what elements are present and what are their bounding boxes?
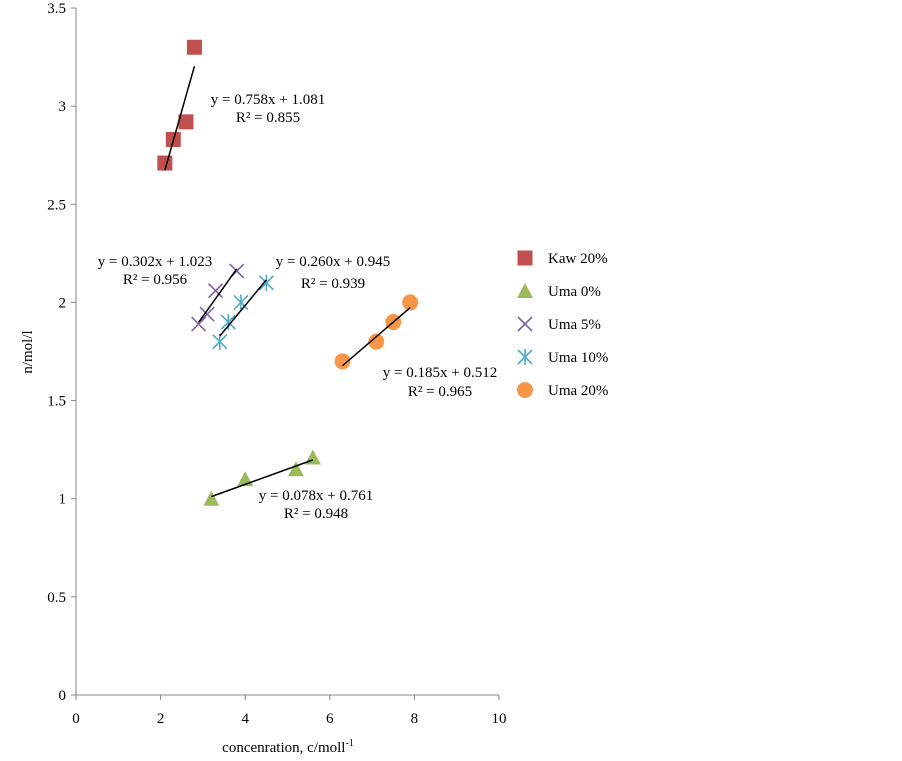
trendline-r2: R² = 0.956 — [123, 272, 188, 288]
legend-entry: Uma 5% — [517, 316, 601, 333]
marker-stroke — [208, 283, 224, 299]
legend-entry: Uma 10% — [517, 349, 608, 366]
data-point — [178, 114, 194, 130]
trendline — [342, 307, 411, 367]
y-tick-label: 3.5 — [47, 1, 66, 17]
legend-entry: Uma 20% — [517, 382, 608, 399]
trendline — [164, 66, 196, 171]
data-point — [287, 461, 304, 477]
x-tick-label: 6 — [326, 711, 334, 727]
trendline-r2: R² = 0.965 — [408, 384, 472, 400]
series-uma-5-: y = 0.302x + 1.023 R² = 0.956 — [98, 254, 245, 332]
data-point — [191, 316, 207, 332]
trendline-equation: y = 0.185x + 0.512 — [383, 365, 497, 381]
trendline-r2: R² = 0.939 — [301, 276, 365, 292]
legend-marker — [517, 349, 533, 365]
x-tick-label: 0 — [72, 711, 80, 727]
data-point — [220, 314, 236, 331]
x-axis-label-superscript: -1 — [345, 738, 353, 749]
series-uma-20-: y = 0.185x + 0.512 R² = 0.965 — [334, 294, 497, 400]
marker-stroke — [199, 306, 215, 322]
trendline-r2: R² = 0.948 — [284, 506, 348, 522]
data-point — [402, 294, 419, 311]
trendline-equation: y = 0.758x + 1.081 — [211, 92, 325, 108]
x-axis-label: concenration, c/moll-1 — [222, 738, 354, 756]
trendline — [219, 279, 267, 337]
data-point — [334, 353, 351, 370]
data-point — [233, 294, 249, 311]
marker-stroke — [191, 316, 207, 332]
legend-marker — [517, 316, 533, 332]
legend-label: Kaw 20% — [548, 251, 608, 267]
data-point — [212, 333, 228, 350]
legend-entry: Uma 0% — [517, 283, 601, 300]
legend-label: Uma 5% — [548, 317, 601, 333]
legend-marker — [517, 250, 533, 266]
trendline — [198, 268, 238, 323]
series-kaw-20-: y = 0.758x + 1.081 R² = 0.855 — [157, 39, 325, 171]
data-point — [203, 490, 220, 506]
y-tick-label: 0.5 — [47, 590, 66, 606]
data-point — [186, 39, 202, 55]
x-tick-label: 2 — [157, 711, 165, 727]
trendline-r2: R² = 0.855 — [236, 110, 300, 126]
marker-stroke — [517, 316, 533, 332]
x-tick-label: 10 — [492, 711, 507, 727]
y-tick-label: 1.5 — [47, 394, 66, 410]
series-uma-10-: y = 0.260x + 0.945 R² = 0.939 — [212, 254, 390, 350]
y-tick-label: 0 — [59, 688, 67, 704]
trendline-equation: y = 0.302x + 1.023 — [98, 254, 212, 270]
legend-entry: Kaw 20% — [517, 250, 608, 267]
trendline-equation: y = 0.260x + 0.945 — [276, 254, 390, 270]
data-point — [368, 333, 385, 350]
legend-marker — [517, 283, 533, 298]
legend-label: Uma 20% — [548, 383, 608, 399]
y-tick-label: 2.5 — [47, 197, 66, 213]
trendline — [211, 459, 314, 498]
data-point — [199, 306, 215, 322]
legend-marker — [517, 382, 533, 398]
series-uma-0-: y = 0.078x + 0.761 R² = 0.948 — [203, 449, 373, 522]
legend-label: Uma 10% — [548, 350, 608, 366]
x-tick-label: 4 — [241, 711, 249, 727]
y-tick-label: 2 — [59, 295, 67, 311]
y-tick-label: 1 — [59, 492, 67, 508]
data-point — [258, 274, 274, 291]
trendline-equation: y = 0.078x + 0.761 — [259, 488, 373, 504]
y-axis-label: n/mol/l — [20, 330, 36, 373]
data-point — [208, 283, 224, 299]
legend-label: Uma 0% — [548, 284, 601, 300]
y-tick-label: 3 — [59, 99, 67, 115]
x-tick-label: 8 — [411, 711, 419, 727]
